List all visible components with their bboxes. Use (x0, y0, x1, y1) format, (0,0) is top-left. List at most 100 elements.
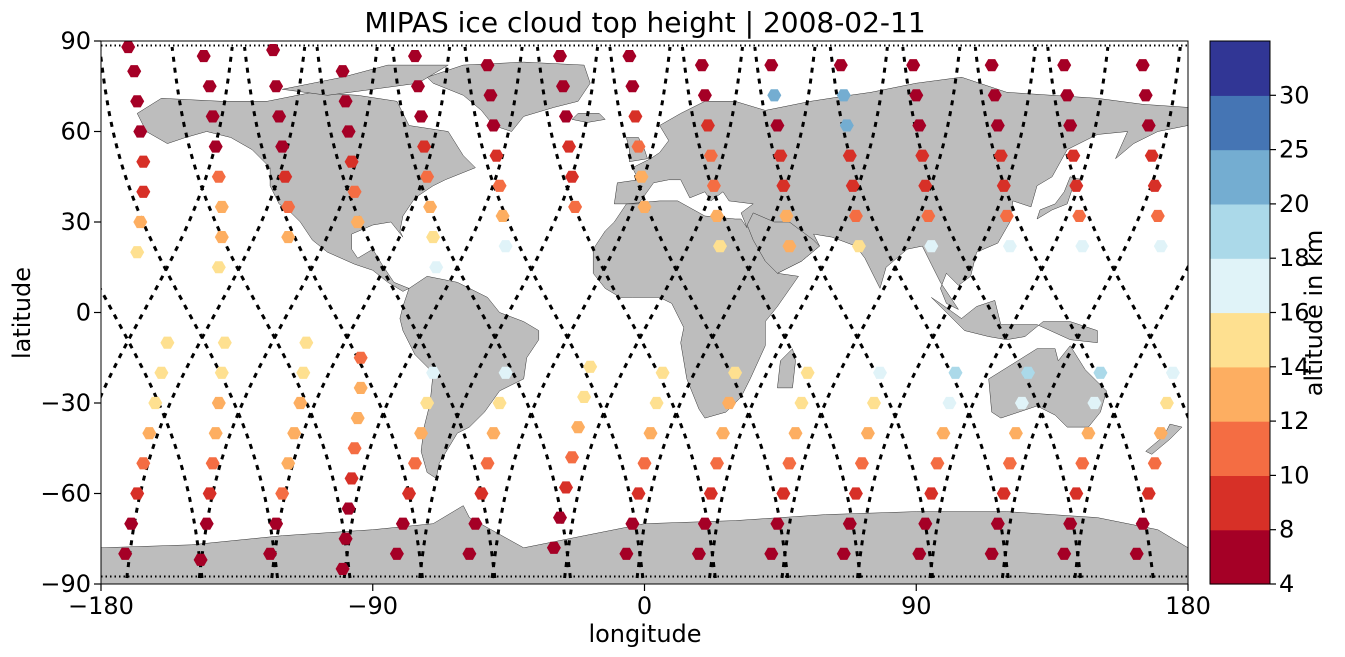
cloud-point-9-1 (411, 80, 425, 93)
cloud-point-4-1 (269, 517, 284, 530)
cloud-point-19-0 (764, 59, 779, 72)
orbit-track-2 (170, 46, 352, 579)
cloud-point-3-2 (205, 110, 220, 123)
cloud-point-4-5 (293, 396, 308, 410)
cloud-point-28-1 (1135, 517, 1150, 530)
cloud-point-24-0 (984, 547, 999, 560)
cloud-points (118, 41, 1180, 575)
cloud-point-3-7 (211, 261, 226, 274)
cloud-point-18-3 (782, 457, 797, 470)
colorbar-tick-label-3: 12 (1279, 407, 1310, 435)
cloud-point-18-6 (800, 366, 815, 379)
cloud-point-17-2 (700, 119, 715, 132)
cloud-point-20-0 (836, 547, 851, 560)
cloud-point-23-5 (921, 209, 936, 222)
cloud-point-11-5 (495, 209, 510, 222)
cloud-point-1-5 (136, 185, 151, 198)
orbit-track-asc-11 (856, 46, 1037, 579)
cloud-point-9-5 (423, 200, 438, 213)
y-tick-label-5: −60 (40, 480, 91, 508)
land-antarctica (101, 505, 1188, 584)
colorbar-segment-7 (1210, 149, 1270, 205)
cloud-point-28-4 (1153, 427, 1168, 440)
orbit-track-asc-8 (635, 46, 817, 579)
orbit-track-asc-0 (101, 46, 234, 400)
cloud-point-14-3 (637, 457, 652, 470)
cloud-point-15-3 (631, 140, 646, 153)
cloud-point-1-1 (127, 65, 142, 78)
cloud-point-23-4 (918, 179, 933, 192)
cloud-point-29-4 (1147, 179, 1162, 192)
orbit-track-14 (1046, 46, 1188, 421)
cloud-point-10-2 (474, 487, 489, 500)
cloud-point-6-6 (353, 381, 368, 394)
cloud-point-12-4 (571, 421, 586, 434)
orbit-track-11 (828, 46, 1010, 579)
cloud-point-1-0 (121, 41, 136, 54)
orbit-track-6 (463, 46, 645, 579)
cloud-point-8-0 (389, 547, 404, 560)
cloud-point-22-0 (912, 547, 927, 560)
y-axis: 90 60 30 0 −30 −60 −90 (40, 27, 101, 598)
cloud-point-28-6 (1165, 366, 1180, 379)
land-eurasia-africa (592, 76, 1188, 419)
cloud-point-22-5 (942, 396, 957, 410)
orbit-track-1 (101, 46, 279, 579)
orbit-track-12 (901, 46, 1083, 579)
colorbar-tick-label-8: 25 (1279, 136, 1310, 164)
cloud-point-2-7 (217, 336, 232, 349)
cloud-point-29-3 (1144, 149, 1159, 162)
cloud-point-18-5 (794, 396, 809, 410)
cloud-point-1-4 (136, 155, 151, 168)
cloud-point-26-0 (1057, 547, 1072, 560)
cloud-point-0-6 (154, 366, 169, 379)
cloud-point-5-5 (281, 200, 296, 213)
orbit-track-asc-14 (1073, 263, 1188, 579)
cloud-point-7-0 (335, 65, 350, 78)
orbit-track-asc-5 (418, 46, 600, 579)
cloud-point-24-1 (990, 517, 1005, 530)
cloud-point-0-5 (148, 396, 163, 410)
cloud-point-15-5 (637, 200, 652, 213)
cloud-point-26-4 (1081, 427, 1096, 440)
land-arabia (746, 212, 820, 274)
chart-title: MIPAS ice cloud top height | 2008-02-11 (364, 6, 925, 39)
cloud-point-21-5 (848, 209, 863, 222)
cloud-point-11-0 (480, 59, 495, 72)
cloud-point-1-7 (130, 246, 145, 259)
cloud-point-10-1 (468, 517, 483, 530)
cloud-point-14-1 (625, 517, 640, 530)
cloud-point-6-5 (350, 412, 365, 425)
cloud-point-14-5 (649, 396, 664, 410)
cloud-point-3-0 (196, 50, 211, 63)
y-tick-label-3: 0 (76, 299, 91, 327)
cloud-point-23-1 (909, 89, 924, 102)
cloud-point-16-6 (728, 366, 743, 379)
cloud-point-19-4 (776, 179, 791, 192)
cloud-point-1-2 (130, 95, 145, 108)
cloud-point-6-1 (338, 532, 353, 545)
colorbar-segment-6 (1210, 203, 1270, 259)
cloud-point-0-4 (142, 427, 157, 440)
cloud-point-17-5 (710, 209, 724, 222)
cloud-point-29-0 (1135, 59, 1150, 72)
cloud-point-5-1 (269, 80, 284, 93)
x-tick-label-3: 90 (901, 592, 932, 620)
land-iceland (571, 113, 606, 123)
cloud-point-29-5 (1150, 209, 1165, 222)
cloud-point-16-5 (722, 396, 736, 410)
cloud-point-27-5 (1072, 209, 1087, 222)
cloud-point-11-6 (498, 240, 513, 253)
cloud-point-9-3 (417, 140, 432, 153)
cloud-point-26-1 (1063, 517, 1078, 530)
cloud-point-28-2 (1141, 487, 1156, 500)
cloud-point-5-6 (281, 231, 296, 244)
cloud-point-0-1 (124, 517, 139, 530)
cloud-point-4-7 (299, 336, 314, 349)
colorbar-segment-9 (1210, 41, 1270, 96)
cloud-point-3-3 (208, 140, 223, 153)
y-tick-label-6: −90 (40, 570, 91, 598)
cloud-point-12-3 (565, 451, 579, 464)
cloud-point-1-3 (133, 125, 148, 138)
cloud-point-25-3 (993, 149, 1008, 162)
